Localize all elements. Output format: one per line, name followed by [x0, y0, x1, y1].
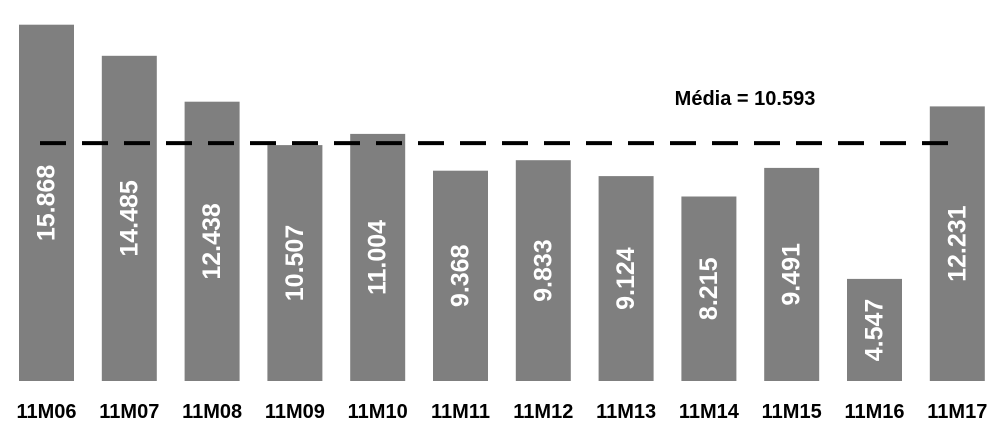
value-label-11M12: 9.833	[529, 239, 557, 302]
bar-11M10	[350, 133, 406, 381]
category-label-11M11: 11M11	[431, 401, 490, 423]
bar-11M06	[19, 24, 74, 381]
category-label-11M07: 11M07	[99, 401, 159, 423]
bar-11M09	[267, 145, 323, 381]
category-label-11M17: 11M17	[927, 401, 987, 423]
value-label-11M06: 15.868	[33, 165, 61, 242]
bars-group	[19, 24, 985, 382]
category-label-11M14: 11M14	[679, 401, 740, 423]
category-label-11M09: 11M09	[265, 401, 325, 423]
category-label-11M12: 11M12	[513, 401, 573, 423]
category-label-11M10: 11M10	[348, 401, 408, 423]
value-label-11M15: 9.491	[778, 243, 806, 306]
value-label-11M08: 12.438	[198, 203, 226, 280]
bar-11M13	[598, 176, 654, 381]
category-labels-group: 11M06 11M07 11M08 11M09 11M10 11M11 11M12 11M13…	[16, 401, 987, 423]
value-label-11M17: 12.231	[943, 205, 971, 282]
bar-11M16	[847, 278, 902, 381]
category-label-11M15: 11M15	[762, 401, 822, 423]
category-label-11M13: 11M13	[596, 401, 656, 423]
bar-11M07	[101, 55, 157, 382]
bar-11M17	[929, 106, 985, 382]
category-label-11M06: 11M06	[16, 401, 76, 423]
bar-11M15	[764, 167, 820, 381]
value-label-11M10: 11.004	[364, 220, 392, 295]
average-group: Média = 10.593	[40, 88, 960, 146]
category-label-11M16: 11M16	[844, 401, 904, 423]
value-label-11M11: 9.368	[447, 244, 475, 307]
value-label-11M07: 14.485	[115, 180, 143, 257]
average-label: Média = 10.593	[675, 88, 816, 110]
value-label-11M14: 8.215	[695, 257, 723, 320]
bar-11M12	[515, 160, 571, 381]
value-label-11M13: 9.124	[612, 247, 640, 310]
value-label-11M09: 10.507	[281, 225, 309, 301]
category-label-11M08: 11M08	[182, 401, 242, 423]
value-label-11M16: 4.547	[861, 299, 889, 362]
bar-11M14	[681, 196, 737, 381]
bar-11M08	[184, 101, 240, 381]
bar-11M11	[433, 170, 488, 381]
value-labels-group: 15.868 14.485 12.438 10.507 11.004 9.368 9.833…	[33, 165, 972, 362]
